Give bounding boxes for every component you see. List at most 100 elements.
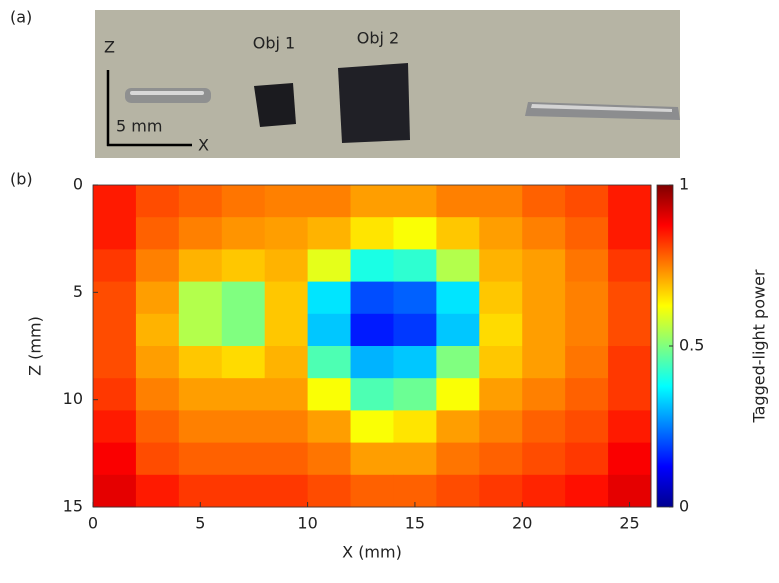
heat-cell: [393, 410, 437, 444]
heat-cell: [436, 281, 480, 315]
heat-cell: [350, 249, 394, 283]
heat-cell: [264, 217, 309, 250]
heat-cell: [307, 378, 352, 411]
heat-cell: [221, 410, 266, 444]
heat-cell: [522, 378, 566, 411]
x-tick-label: 0: [88, 514, 98, 533]
heat-cell: [350, 378, 394, 411]
heat-cell: [350, 185, 394, 218]
heat-cell: [436, 217, 480, 250]
heat-cell: [221, 249, 266, 283]
heat-cell: [264, 410, 309, 444]
heat-cell: [178, 249, 223, 283]
heat-cell: [178, 346, 223, 379]
heat-cell: [350, 410, 394, 444]
heat-cell: [522, 474, 566, 508]
heat-cell: [264, 249, 309, 283]
heat-cell: [479, 185, 523, 218]
heat-cell: [221, 313, 266, 347]
colorbar-tick-label: 0: [679, 497, 689, 516]
heat-cell: [565, 346, 609, 379]
heat-cell: [178, 410, 223, 444]
heat-cell: [307, 217, 352, 250]
heat-cell: [307, 281, 352, 315]
heat-cell: [393, 281, 437, 315]
heat-cell: [479, 346, 523, 379]
heat-cell: [93, 249, 137, 283]
y-axis-label: Z (mm): [26, 316, 45, 376]
heat-cell: [264, 281, 309, 315]
heat-cell: [350, 346, 394, 379]
heat-cell: [479, 474, 523, 508]
heat-cell: [93, 281, 137, 315]
heat-cell: [393, 185, 437, 218]
heat-cell: [350, 442, 394, 476]
object-label: Obj 2: [357, 29, 399, 48]
heat-cell: [479, 442, 523, 476]
heat-cell: [565, 185, 609, 218]
heat-cell: [135, 249, 180, 283]
heat-cell: [93, 378, 137, 411]
heat-cell: [522, 217, 566, 250]
heat-cell: [350, 281, 394, 315]
heat-cell: [178, 281, 223, 315]
x-tick-label: 10: [297, 514, 317, 533]
heat-cell: [565, 281, 609, 315]
heat-cell: [135, 378, 180, 411]
heat-cell: [436, 474, 480, 508]
heat-cell: [135, 217, 180, 250]
heat-cell: [350, 217, 394, 250]
heat-cell: [135, 281, 180, 315]
heat-cell: [135, 346, 180, 379]
plot-frame: [92, 184, 652, 508]
heat-cell: [436, 410, 480, 444]
heat-cell: [522, 185, 566, 218]
heat-cell: [608, 378, 652, 411]
heat-cell: [350, 313, 394, 347]
colorbar-label: Tagged-light power: [750, 269, 769, 423]
heat-cell: [135, 313, 180, 347]
heat-cell: [393, 442, 437, 476]
x-tick-label: 25: [619, 514, 639, 533]
heat-cell: [264, 185, 309, 218]
heat-cell: [608, 185, 652, 218]
heat-cell: [522, 442, 566, 476]
heat-cell: [608, 249, 652, 283]
heat-cell: [221, 378, 266, 411]
heat-cell: [436, 313, 480, 347]
heat-cell: [522, 410, 566, 444]
heat-cell: [522, 249, 566, 283]
x-tick-label: 15: [405, 514, 425, 533]
heat-cell: [479, 217, 523, 250]
heat-cell: [436, 378, 480, 411]
heat-cell: [307, 410, 352, 444]
object-2: [338, 63, 410, 143]
heat-cell: [565, 442, 609, 476]
object-label: Obj 1: [253, 34, 295, 53]
heat-cell: [307, 346, 352, 379]
heat-cell: [350, 474, 394, 508]
heat-cell: [221, 217, 266, 250]
heat-cell: [565, 378, 609, 411]
heat-cell: [93, 185, 137, 218]
heat-cell: [221, 346, 266, 379]
heat-cell: [608, 313, 652, 347]
heat-cell: [479, 249, 523, 283]
heat-cell: [436, 249, 480, 283]
heat-cell: [93, 442, 137, 476]
heat-cell: [135, 185, 180, 218]
heat-cell: [608, 281, 652, 315]
heat-cell: [264, 346, 309, 379]
heat-cell: [221, 474, 266, 508]
colorbar-tick-label: 1: [679, 175, 689, 194]
heat-cell: [178, 378, 223, 411]
heat-cell: [436, 442, 480, 476]
heat-cell: [307, 249, 352, 283]
heat-cell: [264, 442, 309, 476]
heat-cell: [307, 313, 352, 347]
heat-cell: [479, 410, 523, 444]
heat-cell: [436, 346, 480, 379]
heat-cell: [221, 185, 266, 218]
heat-cell: [178, 313, 223, 347]
